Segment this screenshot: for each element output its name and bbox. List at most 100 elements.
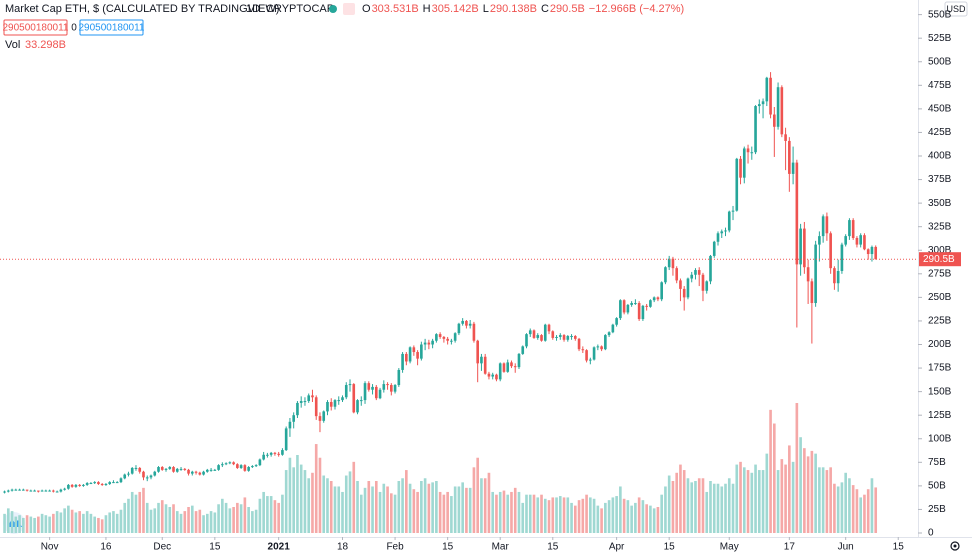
volume-bar xyxy=(145,502,149,533)
volume-bar xyxy=(40,513,44,533)
candle-body xyxy=(810,281,814,304)
volume-bar xyxy=(221,498,224,533)
status-icon[interactable] xyxy=(343,3,355,15)
spread: 0 xyxy=(71,23,77,34)
candle-body xyxy=(172,467,175,472)
candle-body xyxy=(855,237,859,245)
volume-bar xyxy=(761,470,765,533)
candle-body xyxy=(667,258,671,268)
candle-body xyxy=(352,384,356,413)
sell-button[interactable] xyxy=(3,19,68,36)
volume-bar xyxy=(558,496,562,533)
candle-body xyxy=(712,241,716,256)
volume-bar xyxy=(577,500,581,533)
candle-body xyxy=(694,270,697,275)
volume-bar xyxy=(318,457,322,533)
volume-bar xyxy=(89,513,93,533)
candle-body xyxy=(179,468,183,470)
candle-body xyxy=(570,336,573,338)
candle-body xyxy=(450,340,453,342)
candle-body xyxy=(558,335,562,337)
candle-body xyxy=(108,482,112,484)
candle-body xyxy=(269,452,273,455)
candle-body xyxy=(52,490,55,492)
candle-body xyxy=(769,77,772,115)
volume-bar xyxy=(652,508,656,533)
candle-body xyxy=(551,331,555,338)
candle-body xyxy=(78,484,81,486)
currency-box[interactable] xyxy=(944,1,968,17)
volume-bar xyxy=(836,486,840,533)
volume-bar xyxy=(22,517,25,533)
candle-body xyxy=(581,349,585,351)
volume-bar xyxy=(570,502,573,533)
volume-bar xyxy=(29,516,33,533)
candle-body xyxy=(536,335,540,338)
volume-bar xyxy=(168,507,172,533)
candle-body xyxy=(405,353,408,362)
candle-body xyxy=(803,228,806,268)
volume-bar xyxy=(48,516,51,533)
candle-body xyxy=(371,386,374,390)
volume-bar xyxy=(299,464,303,533)
volume-bar xyxy=(746,470,750,533)
candle-body xyxy=(874,246,878,260)
volume-bar xyxy=(814,453,817,533)
volume-bar xyxy=(217,504,220,533)
volume-bar xyxy=(840,482,844,533)
y-tick-label: 150B xyxy=(928,386,952,397)
candle-body xyxy=(773,114,776,127)
volume-bar xyxy=(442,494,446,533)
candle-body xyxy=(615,318,618,325)
volume-bar xyxy=(190,505,194,533)
candle-body xyxy=(720,231,724,234)
volume-bar xyxy=(352,461,356,533)
volume-bar xyxy=(74,512,78,533)
volume-bar xyxy=(679,464,682,533)
candle-body xyxy=(641,305,645,320)
candle-body xyxy=(818,236,821,245)
candle-body xyxy=(112,482,115,484)
volume-bar xyxy=(341,491,344,533)
candle-body xyxy=(686,278,690,298)
volume-bar xyxy=(517,491,521,533)
volume-bar xyxy=(818,467,821,533)
sell-price[interactable]: 290500180011 xyxy=(3,23,69,34)
y-tick-label: 500B xyxy=(928,56,952,67)
candle-body xyxy=(521,346,525,354)
candle-body xyxy=(690,274,694,279)
candle-body xyxy=(585,350,588,361)
volume-bar xyxy=(528,494,532,533)
volume-bar xyxy=(686,478,690,533)
candle-body xyxy=(791,162,795,174)
volume-bar xyxy=(776,470,780,533)
candle-body xyxy=(724,230,727,232)
volume-bar xyxy=(179,513,183,533)
candle-body xyxy=(626,304,630,313)
candle-body xyxy=(82,484,85,486)
volume-bar xyxy=(356,481,359,533)
y-tick-label: 475B xyxy=(928,80,952,91)
candle-body xyxy=(228,462,232,464)
settings-icon[interactable] xyxy=(950,541,960,551)
volume-bar xyxy=(491,491,495,533)
candle-body xyxy=(149,475,153,478)
volume-bar xyxy=(757,470,761,533)
candle-body xyxy=(145,477,149,479)
volume-bar xyxy=(307,478,311,533)
buy-price[interactable]: 290500180011 xyxy=(79,23,145,34)
volume-bar xyxy=(483,478,487,533)
x-tick-label: 15 xyxy=(442,542,454,553)
volume-bar xyxy=(401,478,404,533)
volume-bar xyxy=(359,494,363,533)
x-tick-label: Mar xyxy=(492,542,510,553)
volume-bar xyxy=(386,486,389,533)
buy-button[interactable] xyxy=(79,19,144,36)
x-tick-label: Dec xyxy=(153,542,171,553)
candle-body xyxy=(254,465,258,467)
volume-bar xyxy=(870,478,874,533)
volume-bar xyxy=(581,498,585,533)
candle-body xyxy=(739,158,742,178)
volume-bar xyxy=(754,464,757,533)
